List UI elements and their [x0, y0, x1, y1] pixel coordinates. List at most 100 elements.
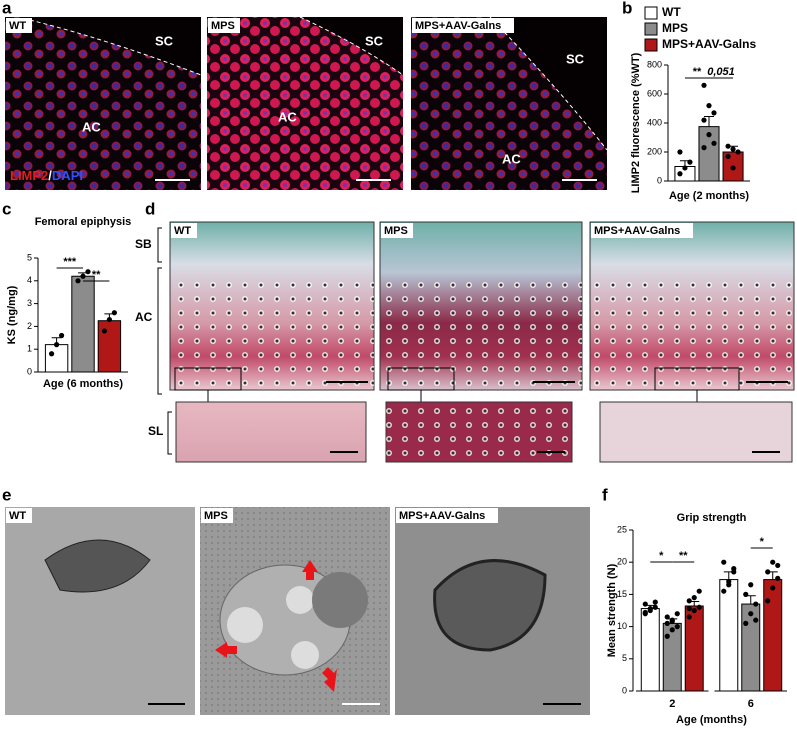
y-tick-label: 0	[657, 175, 662, 185]
panel-label: f	[602, 485, 608, 504]
y-axis-label: LIMP2 fluorescence (%WT)	[630, 52, 642, 193]
label-box	[381, 223, 413, 238]
data-point	[730, 165, 736, 171]
arrow	[215, 642, 237, 658]
boundary	[29, 19, 202, 76]
image-label: WT	[9, 20, 26, 32]
data-point	[691, 607, 697, 614]
data-point	[753, 601, 759, 607]
data-point	[652, 604, 658, 610]
data-point	[701, 117, 707, 123]
cells	[170, 280, 374, 390]
data-point	[775, 575, 781, 581]
boundary	[299, 16, 404, 76]
data-point	[770, 559, 776, 565]
data-point	[101, 328, 107, 334]
data-point	[726, 582, 732, 588]
image-label: MPS	[384, 225, 408, 237]
significance-label: **	[693, 66, 702, 78]
stain: DAPI	[52, 168, 83, 183]
region-label: AC	[502, 151, 521, 166]
data-point	[706, 132, 712, 138]
y-tick-label: 15	[617, 589, 627, 599]
data-point	[775, 562, 781, 569]
nucleus	[44, 539, 151, 593]
legend-label: MPS	[662, 21, 688, 35]
data-point	[106, 316, 112, 323]
data-point	[748, 582, 754, 588]
data-point	[735, 149, 741, 155]
chart-title: Grip strength	[677, 512, 747, 524]
x-axis-label: Age (months)	[676, 714, 747, 726]
data-point	[647, 605, 653, 612]
surface	[300, 17, 403, 75]
nucleus	[433, 559, 547, 652]
data-point	[765, 569, 771, 575]
x-axis-label: Age (6 months)	[43, 378, 123, 390]
data-point	[686, 605, 692, 612]
label-box	[396, 508, 498, 523]
data-point	[696, 588, 702, 594]
significance-label: *	[659, 550, 664, 562]
label-box	[208, 18, 240, 33]
region-label: SC	[566, 51, 585, 66]
image-label: MPS	[204, 510, 228, 522]
data-point	[725, 153, 731, 159]
label-box	[201, 508, 233, 523]
legend-swatch	[644, 38, 658, 52]
y-tick-label: 0	[27, 366, 32, 376]
label-box	[412, 18, 514, 33]
panel-e: WT MPS MPS+AAV-Galns	[5, 507, 590, 715]
data-point	[75, 278, 81, 284]
y-tick-label: 5	[27, 252, 32, 262]
y-tick-label: 2	[27, 321, 32, 331]
panel-label: c	[2, 199, 11, 218]
data-point	[59, 332, 65, 339]
x-axis-label: Age (2 months)	[669, 190, 749, 202]
data-point	[686, 598, 692, 604]
bar	[741, 603, 761, 692]
data-point	[664, 620, 670, 626]
data-point	[730, 146, 736, 152]
data-point	[770, 585, 776, 591]
image-label: WT	[174, 225, 191, 237]
vacuole	[227, 607, 263, 643]
data-point	[725, 143, 731, 149]
data-point	[753, 617, 759, 623]
y-axis-label: KS (ng/mg)	[6, 285, 18, 344]
data-point	[765, 598, 771, 604]
legend-swatch	[644, 6, 658, 20]
panel-label: e	[2, 485, 11, 504]
data-point	[674, 611, 680, 617]
em-image	[5, 507, 195, 715]
data-point	[701, 82, 707, 88]
bar	[71, 275, 95, 373]
data-point	[682, 165, 688, 171]
x-tick-label: 6	[748, 698, 754, 710]
x-tick-label: 2	[669, 698, 675, 710]
data-point	[743, 620, 749, 626]
brace	[157, 227, 172, 455]
data-point	[686, 614, 692, 620]
arrow	[302, 560, 318, 580]
data-point	[85, 269, 91, 275]
bar	[97, 320, 122, 373]
boundary	[489, 16, 608, 151]
y-tick-label: 200	[647, 146, 662, 156]
chart-title: Femoral epiphysis	[35, 216, 132, 228]
stain-sep: /	[48, 168, 52, 183]
data-point	[54, 342, 60, 348]
y-tick-label: 3	[27, 298, 32, 308]
y-tick-label: 0	[622, 685, 627, 695]
data-point	[642, 609, 648, 616]
data-point	[706, 103, 712, 109]
significance-label: *	[760, 536, 765, 548]
panel-label: d	[145, 199, 155, 218]
data-point	[674, 624, 680, 630]
vacuole	[291, 641, 319, 669]
surface	[490, 17, 607, 150]
panel-a: WT MPS MPS+AAV-Galns SC AC SC AC SC AC L…	[5, 16, 608, 190]
data-point	[677, 171, 683, 177]
